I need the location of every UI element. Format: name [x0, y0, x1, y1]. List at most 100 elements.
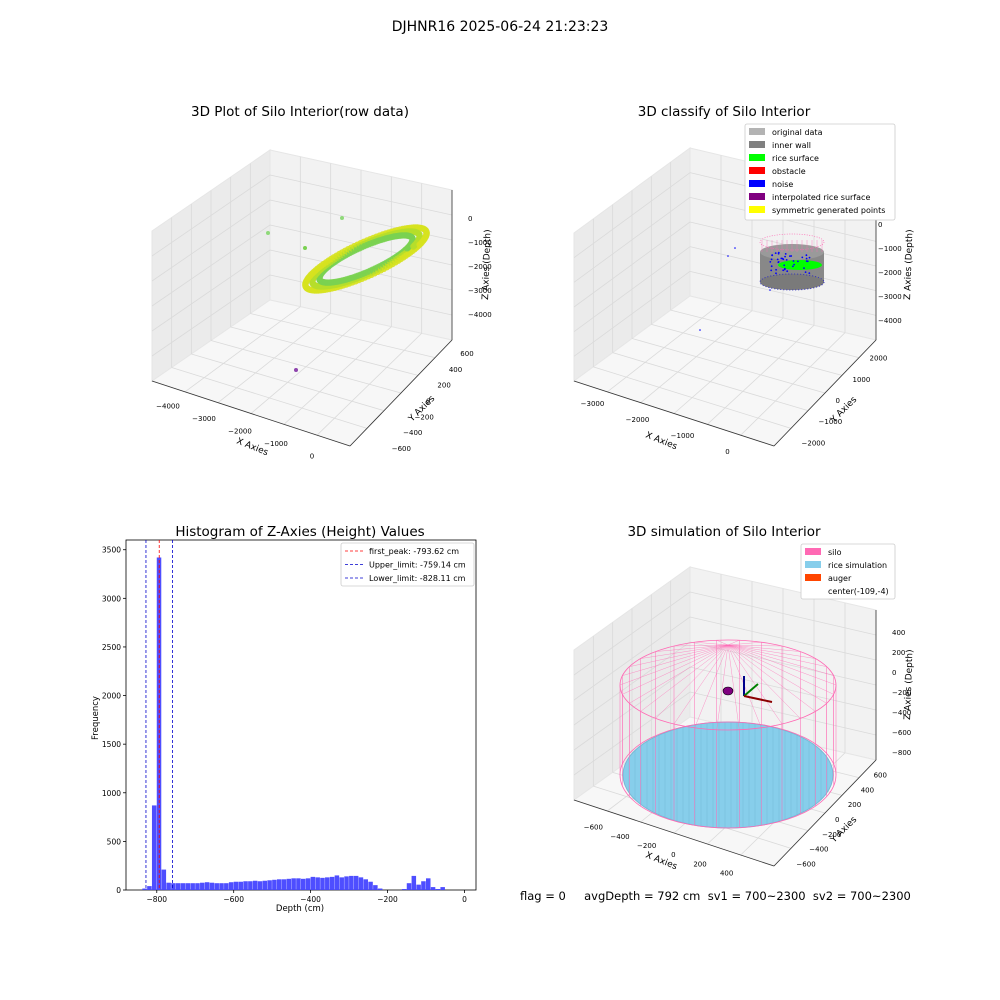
histogram-bar	[359, 877, 364, 890]
panel2-ylabel: Y Axies	[828, 395, 859, 426]
legend-swatch	[749, 154, 765, 161]
histogram-bar	[364, 879, 369, 890]
panel3-ylabel: Frequency	[91, 696, 101, 740]
noise-point	[806, 258, 808, 260]
legend-label: inner wall	[772, 141, 811, 150]
histogram-bar	[277, 879, 282, 890]
z-tick-label: −4000	[468, 311, 492, 319]
y-tick-label: 0	[116, 886, 121, 895]
rice-simulation	[623, 722, 833, 828]
histogram-bar	[407, 883, 412, 890]
noise-point	[771, 265, 773, 267]
y-tick-label: 0	[835, 816, 839, 824]
histogram-bar	[412, 876, 417, 890]
panel1-3d-scatter: −4000−3000−2000−10000−600−400−2000200400…	[152, 150, 492, 461]
x-tick-label: 0	[725, 448, 729, 456]
histogram-bar	[152, 805, 157, 890]
noise-point	[769, 289, 771, 291]
x-tick-label: 0	[671, 851, 675, 859]
legend: first_peak: -793.62 cmUpper_limit: -759.…	[341, 543, 474, 586]
noise-point	[699, 329, 701, 331]
noise-point	[769, 261, 771, 263]
panel3-title: Histogram of Z-Axies (Height) Values	[175, 524, 424, 540]
y-tick-label: 500	[107, 837, 122, 846]
histogram-bar	[368, 882, 373, 890]
y-tick-label: 3500	[102, 546, 121, 555]
histogram-bar	[181, 883, 186, 890]
legend-label: silo	[828, 548, 842, 557]
y-tick-label: 3000	[102, 594, 121, 603]
histogram-bar	[296, 878, 301, 890]
histogram-bar	[253, 881, 258, 890]
x-tick-label: 400	[720, 869, 733, 877]
data-point	[410, 243, 416, 249]
histogram-bar	[243, 881, 248, 890]
data-point	[266, 231, 270, 235]
histogram-bar	[436, 889, 441, 890]
y-tick-label: 2000	[102, 692, 121, 701]
panel2-zlabel: Z Axies (Depth)	[903, 229, 915, 300]
noise-point	[809, 257, 811, 259]
x-tick-label: −4000	[156, 402, 180, 410]
histogram-bar	[263, 881, 268, 890]
histogram-bar	[162, 870, 167, 890]
legend-label: rice simulation	[828, 561, 887, 570]
histogram-bar	[416, 885, 421, 890]
data-point	[340, 216, 344, 220]
histogram-bar	[325, 877, 330, 890]
legend-swatch	[749, 193, 765, 200]
histogram-bar	[186, 883, 191, 890]
histogram-bar	[229, 882, 234, 890]
legend-swatch	[749, 141, 765, 148]
noise-point	[786, 259, 788, 261]
legend: original datainner wallrice surfaceobsta…	[745, 124, 895, 220]
y-tick-label: −400	[403, 429, 422, 437]
auger	[723, 687, 733, 695]
y-tick-label: 400	[449, 366, 462, 374]
histogram-bar	[267, 880, 272, 890]
histogram-bar	[301, 879, 306, 890]
noise-point	[793, 260, 795, 262]
histogram-bar	[306, 878, 311, 890]
histogram-bar	[239, 882, 244, 890]
plot-area	[126, 540, 476, 890]
legend-swatch	[749, 206, 765, 213]
z-tick-label: −600	[892, 729, 911, 737]
y-tick-label: 1500	[102, 740, 121, 749]
histogram-bar	[214, 883, 219, 890]
panel4-zlabel: Z Axies (Depth)	[903, 649, 915, 720]
noise-point	[782, 269, 784, 271]
x-tick-label: 200	[693, 860, 706, 868]
histogram-bar	[349, 876, 354, 890]
histogram-bar	[190, 883, 195, 890]
noise-point	[781, 258, 783, 260]
y-tick-label: 600	[874, 771, 887, 779]
figure-suptitle: DJHNR16 2025-06-24 21:23:23	[392, 19, 609, 35]
histogram-bar	[431, 887, 436, 890]
legend-label: first_peak: -793.62 cm	[369, 547, 459, 556]
histogram-bar	[171, 883, 176, 890]
panel3-histogram: −800 −600 −400 −200 005001000150020002500300…	[102, 540, 476, 904]
z-tick-label: −3000	[878, 293, 902, 301]
y-tick-label: −600	[796, 861, 815, 869]
y-tick-label: 600	[460, 350, 473, 358]
x-tick-label: −400	[300, 895, 321, 904]
data-point	[404, 245, 410, 251]
histogram-bar	[147, 886, 152, 890]
noise-point	[793, 264, 795, 266]
z-tick-label: 400	[892, 629, 905, 637]
legend-label: auger	[828, 574, 852, 583]
noise-point	[797, 261, 799, 263]
data-point	[303, 246, 307, 250]
x-tick-label: 0	[462, 895, 467, 904]
histogram-bar	[320, 878, 325, 890]
z-tick-label: 0	[878, 221, 882, 229]
noise-point	[786, 270, 788, 272]
legend-label: Lower_limit: -828.11 cm	[369, 574, 466, 583]
histogram-bar	[210, 883, 215, 890]
y-tick-label: 1000	[102, 789, 121, 798]
noise-point	[783, 264, 785, 266]
noise-point	[771, 254, 773, 256]
noise-point	[803, 267, 805, 269]
